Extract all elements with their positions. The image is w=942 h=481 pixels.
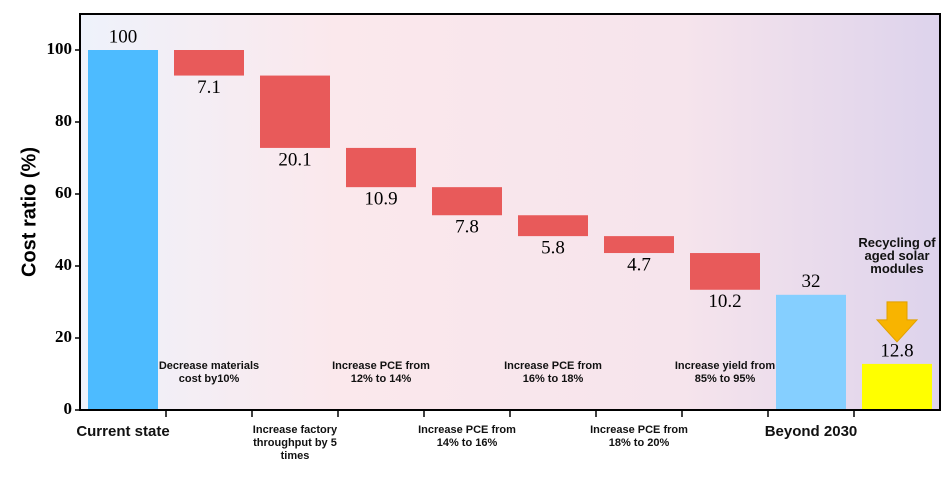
value-label: 12.8: [880, 340, 913, 361]
value-label: 32: [802, 271, 821, 292]
bar: [518, 215, 588, 237]
value-label: 100: [109, 26, 138, 47]
arrow: [875, 301, 919, 343]
category-label: Recycling of aged solar modules: [858, 235, 936, 276]
value-label: 4.7: [627, 254, 651, 275]
y-tick-label: 80: [55, 111, 72, 130]
value-label: 10.2: [708, 291, 741, 312]
category-label: Increase PCE from 16% to 18%: [504, 360, 602, 385]
bar: [862, 363, 932, 410]
y-tick-label: 20: [55, 327, 72, 346]
category-label: Increase PCE from 12% to 14%: [332, 360, 430, 385]
value-label: 7.8: [455, 217, 479, 238]
value-label: 7.1: [197, 77, 221, 98]
y-tick-label: 40: [55, 255, 72, 274]
category-label: Decrease materials cost by10%: [158, 360, 260, 385]
y-axis-label: Cost ratio (%): [18, 147, 40, 277]
y-tick-label: 100: [47, 39, 73, 58]
value-label: 5.8: [541, 237, 565, 258]
bar: [690, 253, 760, 290]
category-label: Increase PCE from 14% to 16%: [418, 424, 516, 449]
plot-frame: [79, 13, 941, 411]
value-label: 10.9: [364, 189, 397, 210]
y-tick-label: 0: [64, 399, 73, 418]
category-label: Increase factory throughput by 5 times: [252, 424, 338, 462]
category-label: Beyond 2030: [764, 423, 858, 440]
category-label: Increase PCE from 18% to 20%: [590, 424, 688, 449]
bar: [88, 50, 158, 410]
y-tick-label: 60: [55, 183, 72, 202]
category-label: Increase yield from 85% to 95%: [674, 360, 776, 385]
bar: [260, 75, 330, 148]
bar: [776, 294, 846, 410]
bar: [604, 236, 674, 254]
category-label: Current state: [76, 423, 170, 440]
bar: [346, 147, 416, 188]
bar: [174, 50, 244, 76]
value-label: 20.1: [278, 149, 311, 170]
bar: [432, 187, 502, 216]
